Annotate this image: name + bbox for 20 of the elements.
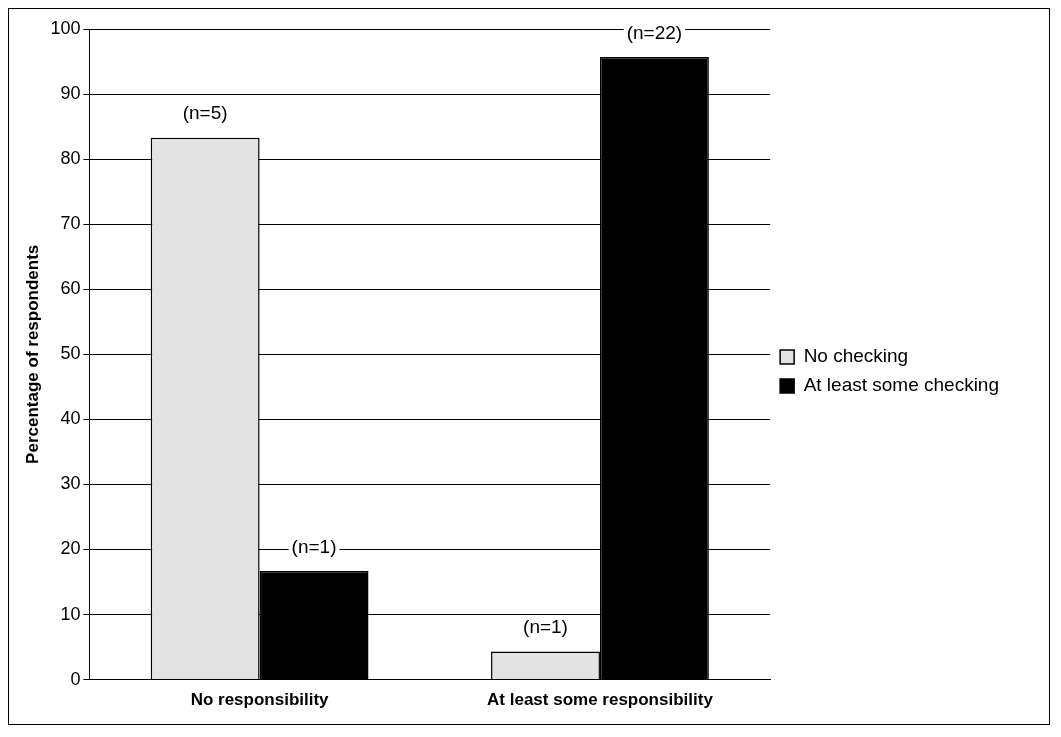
legend-label: No checking [803,345,909,367]
y-tick-label: 20 [60,538,81,559]
y-tick-label: 90 [60,83,81,104]
y-axis-title: Percentage of respondents [22,244,42,464]
y-tick-label: 30 [60,473,81,494]
y-tick-label: 40 [60,408,81,429]
x-tick-label: At least some responsibility [487,690,714,710]
annotation: (n=1) [523,616,568,638]
y-tick-label: 10 [60,603,81,624]
y-tick-label: 100 [50,17,81,38]
y-tick-label: 70 [60,213,81,234]
y-tick-label: 50 [60,343,81,364]
annotation: (n=5) [182,102,228,124]
x-tick-label: No responsibility [190,690,330,710]
legend-label: At least some checking [803,374,999,396]
y-tick-label: 80 [60,148,81,169]
y-tick-label: 0 [70,668,81,689]
annotation: (n=1) [291,535,337,557]
y-tick-label: 60 [60,278,81,299]
annotation: (n=22) [626,21,683,43]
